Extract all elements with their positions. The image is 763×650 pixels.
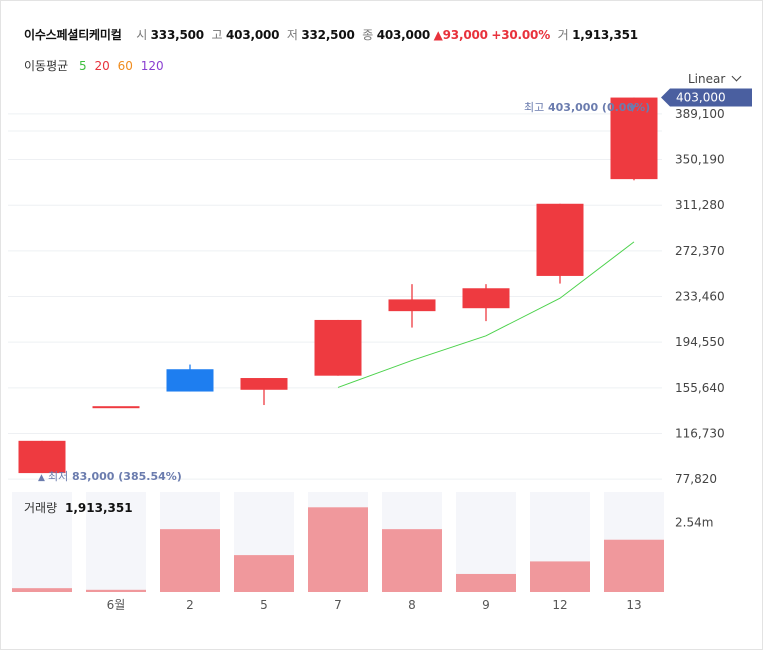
low-marker-label: 최저: [48, 470, 68, 483]
price-grid: [8, 113, 662, 480]
price-tick-label: 233,460: [675, 290, 725, 304]
ma-20-legend[interactable]: 20: [94, 59, 110, 73]
high-marker-arrow-icon: ▼: [629, 104, 636, 114]
low-label: 저: [286, 28, 298, 42]
ma-5-legend[interactable]: 5: [79, 59, 87, 73]
volume-slot-bg: [12, 492, 72, 592]
low-value: 332,500: [301, 28, 355, 42]
moving-average-legend: 이동평균 5 20 60 120: [24, 57, 164, 74]
high-marker-label: 최고: [524, 101, 544, 114]
volume-label: 거: [557, 28, 569, 42]
open-label: 시: [136, 28, 148, 42]
volume-panel-label: 거래량: [24, 501, 57, 515]
extreme-markers: 403,000 최고 403,000 (0.00%)▼ ▲ 최저 83,000 (385.…: [38, 88, 752, 483]
candle-body: [610, 97, 658, 180]
candle-body: [536, 203, 584, 276]
x-tick-label: 13: [626, 598, 641, 612]
volume-panel-value: 1,913,351: [65, 501, 133, 515]
volume-bar: [234, 555, 294, 592]
volume-bar: [12, 588, 72, 592]
ma-120-legend[interactable]: 120: [140, 59, 164, 73]
scale-selector-label: Linear: [688, 72, 726, 86]
volume-bar: [308, 507, 368, 592]
ma5-line: [337, 241, 635, 388]
volume-bar: [160, 529, 220, 592]
x-tick-label: 7: [334, 598, 342, 612]
volume-bars: 거래량 1,913,351: [12, 501, 664, 592]
price-tick-label: 389,100: [675, 107, 725, 121]
open-value: 333,500: [150, 28, 204, 42]
candle-body: [314, 319, 362, 376]
price-tick-label: 155,640: [675, 381, 725, 395]
low-marker-value: 83,000 (385.54%): [72, 470, 182, 483]
change-value: 93,000: [442, 28, 488, 42]
x-tick-label: 6월: [107, 598, 126, 612]
volume-slot-bg: [86, 492, 146, 592]
high-label: 고: [211, 28, 223, 42]
price-tick-label: 77,820: [675, 472, 717, 486]
scale-selector[interactable]: Linear: [688, 71, 742, 86]
price-tick-label: 272,370: [675, 244, 725, 258]
moving-average-label: 이동평균: [24, 59, 69, 73]
low-marker-arrow-icon: ▲: [38, 473, 45, 483]
price-axis-ticks: 389,100 350,190 311,280 272,370 233,460 194,5…: [675, 107, 725, 530]
volume-bar: [604, 539, 664, 592]
candle-body: [240, 378, 288, 390]
volume-tick-label: 2.54m: [675, 516, 713, 530]
x-tick-label: 5: [260, 598, 268, 612]
close-label: 종: [362, 28, 374, 42]
x-axis-labels: 6월 2 5 7 8 9 12 13: [107, 598, 642, 612]
candle-body: [92, 406, 140, 409]
ma-60-legend[interactable]: 60: [117, 59, 133, 73]
candles: [18, 97, 658, 474]
change-percent: +30.00%: [491, 28, 551, 42]
volume-bar: [530, 561, 590, 592]
high-marker-value: 403,000 (0.00%): [548, 101, 650, 114]
x-tick-label: 8: [408, 598, 416, 612]
candle-body: [462, 288, 510, 309]
candle-body: [388, 299, 436, 312]
price-tick-label: 311,280: [675, 198, 725, 212]
candle-body: [18, 440, 66, 474]
current-price-label: 403,000: [676, 91, 726, 105]
ma5-polyline: [337, 241, 635, 388]
candle-body: [166, 369, 214, 392]
change-up-icon: ▲: [433, 28, 443, 42]
volume-bar: [456, 573, 516, 592]
high-value: 403,000: [226, 28, 280, 42]
volume-bar: [86, 589, 146, 592]
volume-bar: [382, 529, 442, 592]
x-tick-label: 9: [482, 598, 490, 612]
current-price-badge: [661, 88, 752, 107]
stock-header: 이수스페셜티케미컬 시 333,500 고 403,000 저 332,500 …: [24, 26, 638, 43]
x-tick-label: 2: [186, 598, 194, 612]
price-tick-label: 194,550: [675, 335, 725, 349]
stock-name: 이수스페셜티케미컬: [24, 28, 122, 42]
price-tick-label: 116,730: [675, 427, 725, 441]
close-value: 403,000: [376, 28, 430, 42]
x-tick-label: 12: [552, 598, 567, 612]
volume-value: 1,913,351: [572, 28, 638, 42]
price-tick-label: 350,190: [675, 153, 725, 167]
